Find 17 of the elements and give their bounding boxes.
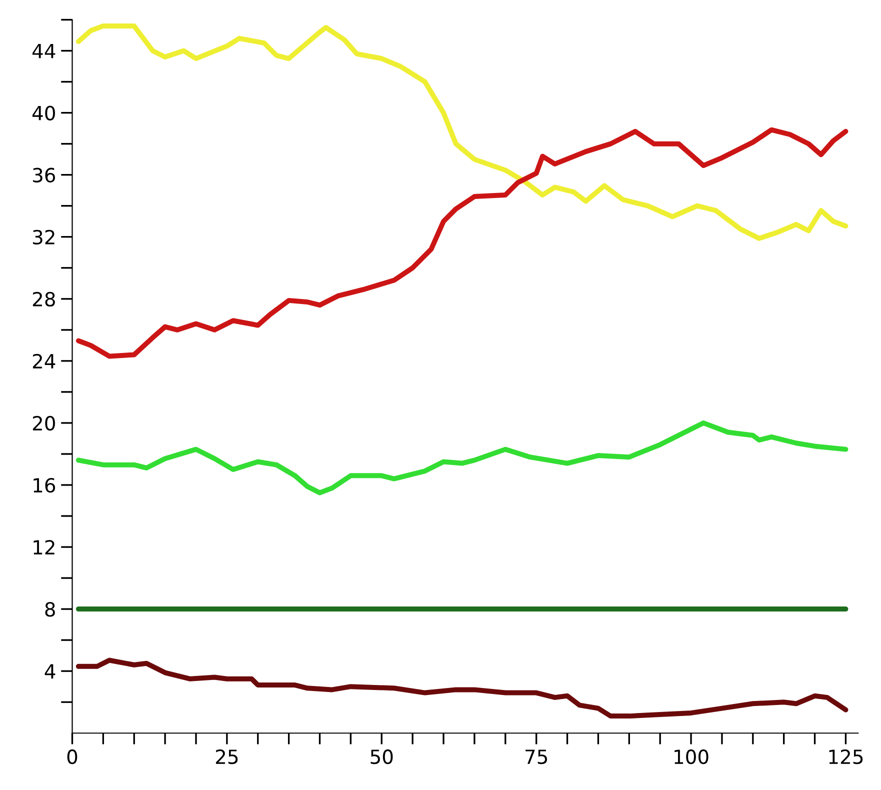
y-tick-label: 28 [32, 292, 55, 307]
y-tick-label: 8 [45, 602, 55, 617]
y-tick-label: 16 [34, 478, 56, 493]
y-tick-label: 24 [32, 354, 56, 368]
x-tick-label: 100 [674, 749, 708, 764]
y-tick-label: 4 [44, 664, 56, 678]
x-tick-label: 75 [526, 750, 547, 764]
x-tick-label: 125 [829, 749, 863, 764]
x-tick-label: 50 [370, 749, 393, 764]
y-tick-label: 44 [32, 44, 56, 58]
x-tick-label: 25 [216, 749, 238, 764]
y-tick-label: 40 [32, 106, 55, 120]
y-tick-label: 20 [32, 416, 55, 431]
y-tick-label: 12 [34, 540, 54, 554]
y-tick-label: 36 [33, 168, 56, 182]
y-tick-label: 32 [33, 230, 54, 245]
x-tick-label: 0 [67, 749, 78, 764]
